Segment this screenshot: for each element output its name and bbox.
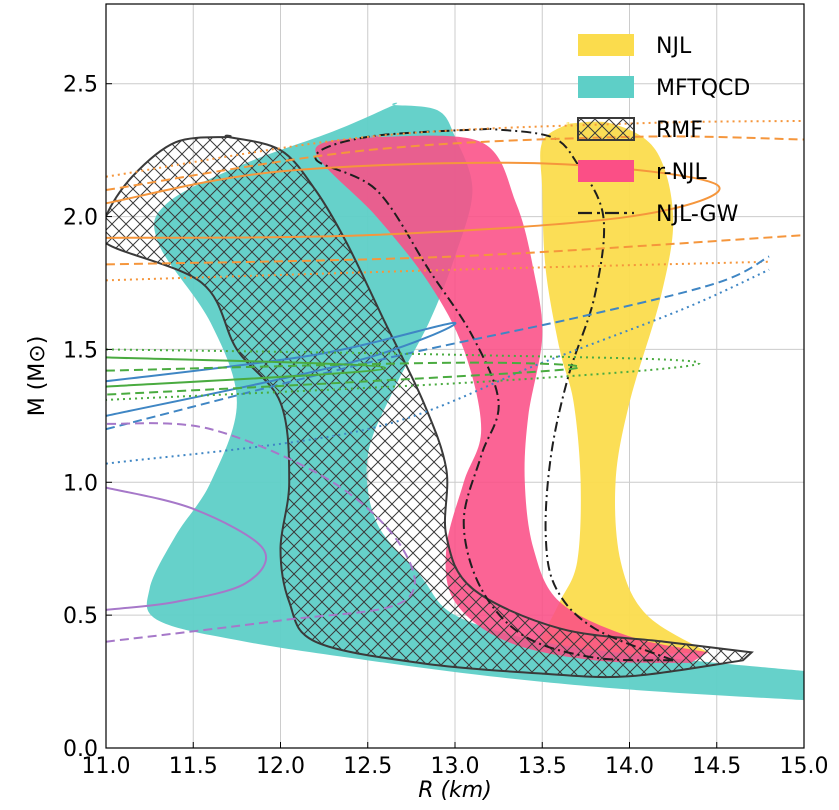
y-axis-ticks: 0.0 0.5 1.0 1.5 2.0 2.5 (63, 73, 112, 762)
band-njl (533, 121, 709, 658)
x-axis-ticks: 11.0 11.5 12.0 12.5 13.0 13.5 14.0 14.5 15.0 (82, 742, 829, 779)
x-tick-label: 11.0 (82, 754, 131, 779)
legend: NJL MFTQCD RMF r-NJL NJL-GW (577, 34, 750, 227)
x-tick-label: 14.5 (692, 754, 741, 779)
eos-curve (106, 422, 416, 643)
y-tick-label: 0.0 (63, 737, 98, 762)
x-axis-label: R (km) (418, 778, 492, 803)
x-tick-label: 15.0 (780, 754, 829, 779)
y-tick-label: 0.5 (63, 604, 98, 629)
eos-curve (106, 321, 457, 417)
eos-curve (106, 486, 268, 611)
legend-swatch-njl (578, 34, 634, 56)
band-r-njl (315, 135, 709, 663)
band-njl-gw-right (489, 127, 674, 662)
y-tick-label: 2.0 (63, 206, 98, 231)
y-tick-label: 1.0 (63, 471, 98, 496)
y-tick-label: 2.5 (63, 73, 98, 98)
x-tick-label: 13.5 (518, 754, 567, 779)
x-tick-label: 14.0 (605, 754, 654, 779)
x-tick-label: 11.5 (169, 754, 218, 779)
bands-layer (106, 102, 804, 701)
x-tick-label: 12.5 (343, 754, 392, 779)
eos-curve (106, 234, 804, 266)
legend-label-r-njl: r-NJL (656, 160, 708, 185)
x-tick-label: 12.0 (256, 754, 305, 779)
legend-swatch-r-njl (578, 160, 634, 182)
eos-curve (106, 356, 387, 388)
legend-label-njl-gw: NJL-GW (656, 202, 739, 227)
legend-swatch-mftqcd (578, 76, 634, 98)
x-tick-label: 13.0 (431, 754, 480, 779)
legend-label-rmf: RMF (656, 118, 703, 143)
eos-curve (106, 361, 581, 396)
eos-curve (106, 255, 770, 431)
eos-curve (106, 135, 804, 191)
eos-curve (106, 161, 721, 239)
legend-label-mftqcd: MFTQCD (656, 76, 750, 101)
y-axis-label: M (M⊙) (25, 336, 50, 417)
eos-curve (106, 268, 770, 465)
legend-swatch-rmf (577, 117, 635, 141)
eos-curve (106, 260, 770, 282)
y-tick-label: 1.5 (63, 338, 98, 363)
band-njl-gw-left (314, 127, 674, 662)
legend-label-njl: NJL (656, 34, 692, 59)
curves-layer (106, 119, 804, 643)
